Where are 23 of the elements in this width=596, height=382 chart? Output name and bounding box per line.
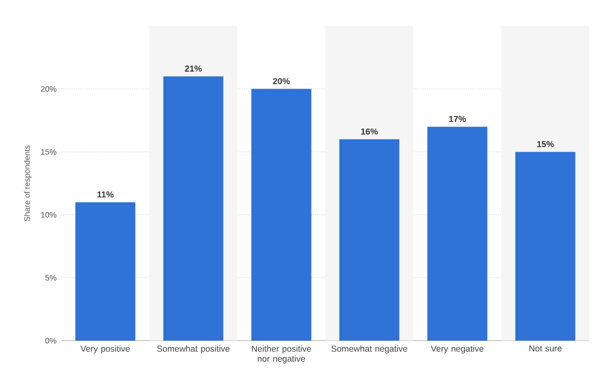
x-tick-label: Very positive [80,345,130,354]
y-axis-title: Share of respondents [24,145,32,222]
data-label: 21% [184,66,202,72]
data-label: 11% [97,191,114,198]
y-tick-label: 15% [41,149,56,155]
x-tick-label: Somewhat negative [331,345,408,354]
data-label: 15% [537,141,554,148]
y-tick-label: 10% [41,212,56,218]
data-label: 17% [449,116,466,122]
y-tick-label: 5% [45,274,56,281]
x-tick-label: Neither positive nor negative [252,345,312,364]
bar [339,139,400,341]
y-tick-label: 20% [41,86,56,92]
bar [427,126,488,341]
data-label: 16% [361,128,378,135]
x-tick-label: Somewhat positive [157,345,230,354]
x-tick-label: Not sure [529,345,562,352]
x-tick-label: Very negative [430,345,484,354]
data-label: 20% [272,78,290,84]
bar [75,202,136,341]
bar [515,152,576,341]
bar [251,88,312,341]
y-tick-label: 0% [45,338,56,344]
